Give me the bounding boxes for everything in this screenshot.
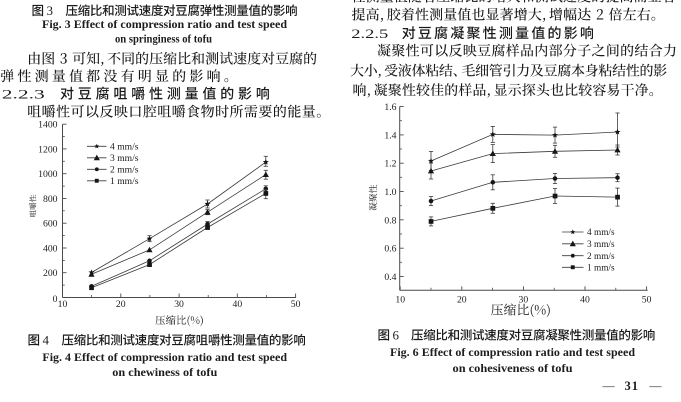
svg-text:4 mm/s: 4 mm/s <box>587 228 615 238</box>
svg-text:600: 600 <box>43 219 58 230</box>
svg-text:40: 40 <box>232 299 242 310</box>
svg-text:2 mm/s: 2 mm/s <box>587 252 615 262</box>
svg-text:—: — <box>649 379 663 393</box>
svg-text:0.4: 0.4 <box>384 272 396 283</box>
svg-text:1.4: 1.4 <box>384 130 396 141</box>
svg-text:20: 20 <box>116 299 126 310</box>
svg-text:0.6: 0.6 <box>384 244 396 255</box>
svg-text:on chewiness of tofu: on chewiness of tofu <box>112 365 217 379</box>
svg-text:20: 20 <box>457 295 467 306</box>
svg-text:200: 200 <box>43 268 58 279</box>
svg-text:—: — <box>602 379 616 393</box>
svg-text:2 mm/s: 2 mm/s <box>110 166 139 176</box>
svg-text:0.8: 0.8 <box>384 215 396 226</box>
svg-text:1.2: 1.2 <box>384 159 396 170</box>
svg-text:1 mm/s: 1 mm/s <box>110 177 139 187</box>
svg-text:10: 10 <box>395 295 405 306</box>
svg-text:1.6: 1.6 <box>384 102 396 113</box>
svg-text:1000: 1000 <box>38 169 58 180</box>
svg-text:30: 30 <box>519 295 529 306</box>
svg-text:400: 400 <box>43 243 58 254</box>
svg-text:31: 31 <box>625 379 640 393</box>
svg-text:6: 6 <box>393 328 400 343</box>
svg-text:on cohesiveness of tofu: on cohesiveness of tofu <box>453 361 573 375</box>
svg-text:3 mm/s: 3 mm/s <box>110 154 139 164</box>
svg-text:50: 50 <box>642 295 652 306</box>
svg-text:10: 10 <box>58 299 68 310</box>
svg-text:0: 0 <box>53 294 58 305</box>
svg-text:Fig. 4 Effect of compression r: Fig. 4 Effect of compression ratio and t… <box>42 350 287 364</box>
svg-text:800: 800 <box>43 194 58 205</box>
svg-text:3: 3 <box>47 3 54 18</box>
svg-text:40: 40 <box>580 295 590 306</box>
svg-text:1 mm/s: 1 mm/s <box>587 264 615 274</box>
svg-text:1.0: 1.0 <box>384 187 396 198</box>
svg-text:1200: 1200 <box>38 144 58 155</box>
svg-text:4: 4 <box>43 333 50 348</box>
svg-text:4 mm/s: 4 mm/s <box>110 143 139 153</box>
svg-text:30: 30 <box>174 299 184 310</box>
svg-text:50: 50 <box>291 299 301 310</box>
svg-text:2.2.3: 2.2.3 <box>2 87 45 102</box>
svg-text:3 mm/s: 3 mm/s <box>587 240 615 250</box>
svg-text:2.2.5: 2.2.5 <box>351 26 388 41</box>
svg-text:on springiness of tofu: on springiness of tofu <box>115 31 212 45</box>
svg-text:1400: 1400 <box>38 120 58 131</box>
svg-text:Fig. 3 Effect of compression r: Fig. 3 Effect of compression ratio and t… <box>42 17 287 31</box>
svg-text:Fig. 6 Effect of compression r: Fig. 6 Effect of compression ratio and t… <box>390 345 635 359</box>
